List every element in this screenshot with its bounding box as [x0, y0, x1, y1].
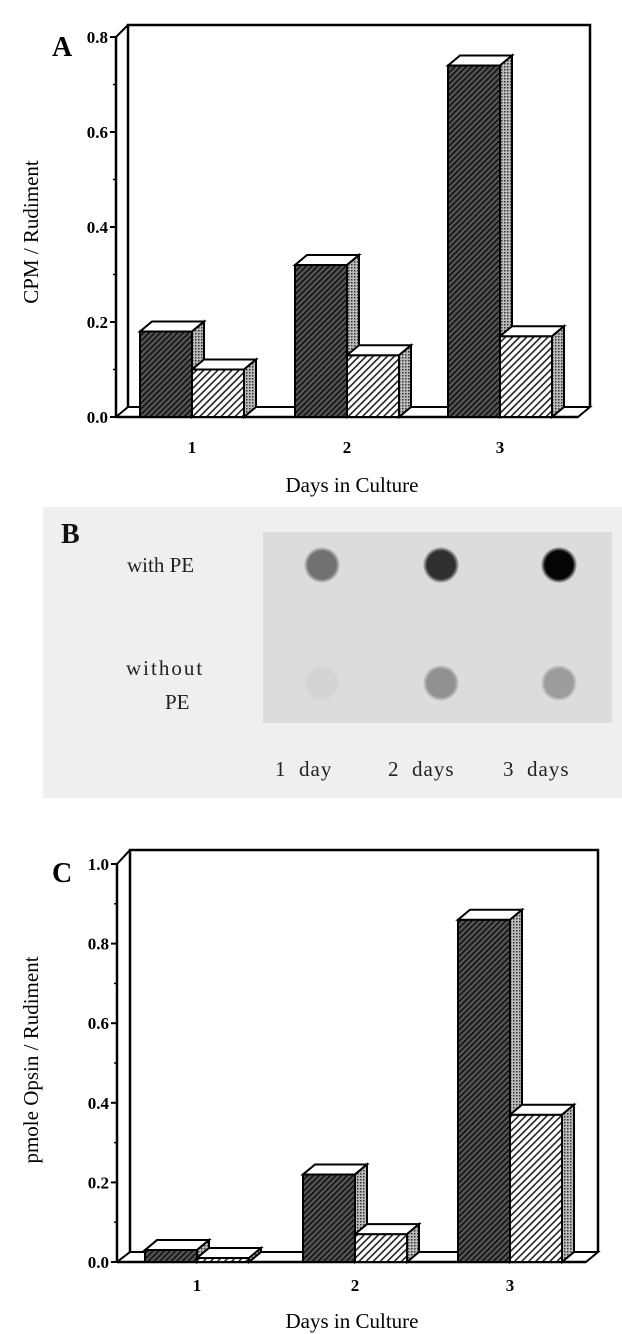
- bar-day3-series1-front: [447, 64, 501, 418]
- blot-dot: [423, 547, 459, 583]
- bar-day2-series2-side: [406, 1222, 420, 1265]
- blot-dot: [541, 665, 577, 701]
- blot-dot: [423, 665, 459, 701]
- x-axis-label: Days in Culture: [286, 1309, 419, 1333]
- bar-day3-series2-front: [499, 335, 553, 418]
- panel-label-a: A: [52, 32, 73, 63]
- x-tick-label: 3: [506, 1276, 515, 1295]
- y-tick-label: 0.2: [87, 313, 108, 332]
- panel-label-c: C: [52, 858, 72, 889]
- bar-day3-series2-side: [551, 324, 565, 420]
- bar-day3-series2-front: [509, 1113, 563, 1263]
- blot-dot: [541, 547, 577, 583]
- y-tick-label: 0.6: [88, 1014, 109, 1033]
- blot-dot: [304, 665, 340, 701]
- y-tick-label: 0.8: [88, 935, 109, 954]
- bar-day1-series1-front: [144, 1249, 198, 1264]
- frame-edge: [115, 24, 129, 38]
- x-tick-label: 1: [193, 1276, 202, 1295]
- bar-day1-series1-front: [139, 330, 193, 418]
- panel-b-dot-blot: B with PE without PE 1 day 2 days 3 days: [43, 507, 622, 798]
- bar-day1-series2-front: [191, 368, 245, 418]
- bar-day1-series2-side: [248, 1245, 262, 1265]
- y-tick-label: 0.8: [87, 28, 108, 47]
- panel-label-b: B: [61, 519, 80, 550]
- bar-day2-series2-front: [346, 354, 400, 418]
- x-tick-label: 2: [343, 438, 352, 457]
- bar-day1-series2-side: [243, 357, 257, 420]
- x-tick-label: 1: [188, 438, 197, 457]
- y-tick-label: 0.0: [87, 408, 108, 427]
- row-label-without-pe-line2: PE: [165, 690, 190, 714]
- row-label-with-pe: with PE: [127, 553, 195, 577]
- column-label-3-days: 3 days: [503, 757, 570, 781]
- column-label-1-day: 1 day: [275, 757, 333, 781]
- row-label-without-pe: without: [126, 656, 205, 680]
- frame-edge: [116, 849, 131, 865]
- y-tick-label: 0.4: [88, 1094, 110, 1113]
- chart-a: A CPM / Rudiment Days in Culture 0.0 0.2 0…: [19, 23, 593, 497]
- blot-membrane: [263, 532, 612, 723]
- chart-c: C pmole Opsin / Rudiment Days in Culture…: [19, 848, 601, 1333]
- column-label-2-days: 2 days: [388, 757, 455, 781]
- y-tick-label: 0.2: [88, 1173, 109, 1192]
- y-axis-label: pmole Opsin / Rudiment: [19, 956, 43, 1163]
- bar-day2-series2-front: [354, 1233, 408, 1264]
- bar-day2-series1-front: [302, 1173, 356, 1263]
- y-tick-label: 0.6: [87, 123, 108, 142]
- x-tick-label: 3: [496, 438, 505, 457]
- x-tick-label: 2: [351, 1276, 360, 1295]
- bar-day2-series1-front: [294, 264, 348, 418]
- y-axis-label: CPM / Rudiment: [19, 160, 43, 304]
- x-axis-label: Days in Culture: [286, 473, 419, 497]
- y-tick-label: 0.0: [88, 1253, 109, 1272]
- y-tick-label: 0.4: [87, 218, 109, 237]
- plot-frame: [128, 848, 600, 1252]
- y-tick-label: 1.0: [88, 855, 109, 874]
- blot-dot: [304, 547, 340, 583]
- plot-frame: [126, 23, 592, 407]
- bar-day3-series2-side: [561, 1102, 575, 1265]
- bar-day3-series1-front: [457, 918, 511, 1263]
- bar-day2-series2-side: [398, 343, 412, 420]
